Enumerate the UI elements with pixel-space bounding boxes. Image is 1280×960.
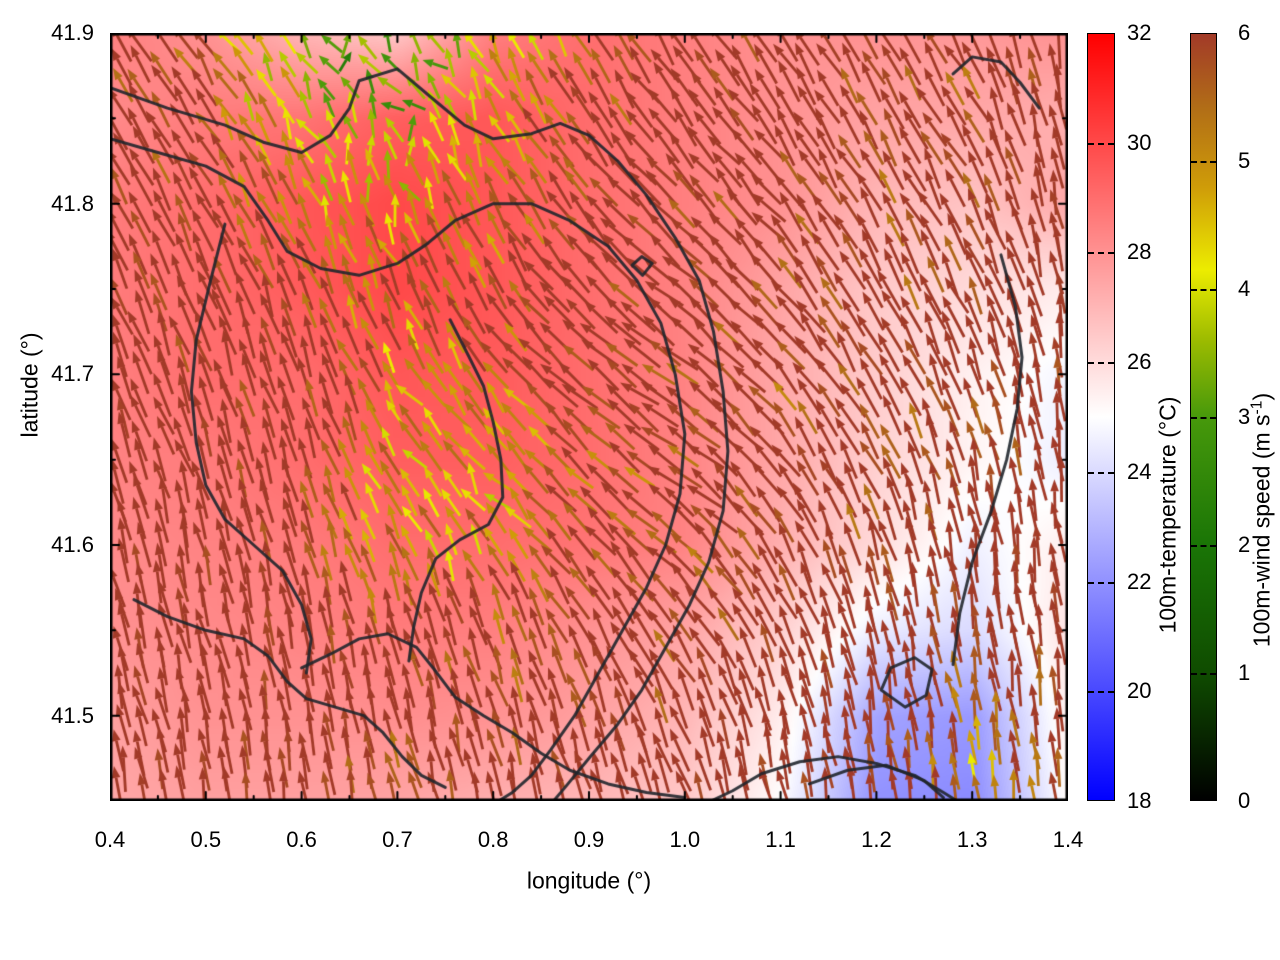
temperature-colorbar-tick-mark — [1088, 142, 1114, 145]
wind-colorbar-tick-mark — [1191, 545, 1216, 547]
y-axis-label: latitude (°) — [16, 332, 43, 438]
y-tick-label: 41.8 — [51, 190, 94, 216]
temperature-colorbar-tick-label: 28 — [1127, 239, 1152, 265]
x-axis-label: longitude (°) — [526, 867, 652, 894]
wind-colorbar-tick-label: 2 — [1238, 532, 1251, 557]
x-tick-label: 0.8 — [477, 827, 509, 852]
x-tick-label: 1.0 — [669, 827, 701, 852]
wind-colorbar-tick-mark — [1191, 673, 1216, 675]
wind-colorbar-tick-label: 3 — [1238, 404, 1251, 429]
wind-colorbar-tick-mark — [1191, 161, 1216, 163]
temperature-colorbar-tick-label: 32 — [1127, 20, 1152, 45]
wind-colorbar-label-superscript: -1 — [1248, 400, 1266, 415]
x-tick-label: 0.7 — [382, 827, 413, 852]
temperature-colorbar-tick-label: 24 — [1127, 458, 1152, 484]
temperature-colorbar-tick-mark — [1088, 581, 1114, 584]
wind-colorbar-tick-label: 6 — [1238, 20, 1251, 45]
x-tick-label: 1.1 — [765, 827, 796, 852]
plot-canvas — [110, 33, 1068, 801]
wind-colorbar-label: 100m-wind speed (m s-1) — [1249, 393, 1276, 647]
y-tick-label: 41.5 — [51, 702, 94, 728]
x-tick-label: 1.3 — [956, 827, 988, 852]
temperature-colorbar-tick-mark — [1088, 691, 1114, 694]
wind-colorbar-tick-mark — [1191, 417, 1216, 419]
x-tick-label: 0.4 — [94, 827, 126, 852]
wind-colorbar — [1190, 33, 1217, 801]
x-tick-label: 0.9 — [573, 827, 605, 852]
temperature-colorbar-tick-label: 22 — [1127, 568, 1152, 594]
temperature-colorbar-tick-label: 26 — [1127, 349, 1152, 375]
temperature-colorbar-tick-mark — [1088, 362, 1114, 365]
y-tick-label: 41.6 — [51, 532, 94, 557]
x-tick-label: 0.6 — [286, 827, 317, 852]
temperature-colorbar-tick-label: 30 — [1127, 129, 1152, 155]
x-tick-label: 0.5 — [190, 827, 222, 852]
temperature-colorbar-tick-mark — [1088, 471, 1114, 474]
wind-colorbar-tick-label: 4 — [1238, 276, 1251, 301]
temperature-colorbar-tick-mark — [1088, 252, 1114, 255]
x-tick-label: 1.2 — [861, 827, 892, 852]
temperature-colorbar-tick-label: 20 — [1127, 678, 1152, 704]
wind-colorbar-tick-label: 0 — [1238, 788, 1251, 813]
temperature-colorbar — [1087, 33, 1115, 801]
y-tick-label: 41.9 — [51, 20, 94, 45]
wind-colorbar-label-prefix: 100m-wind speed (m s — [1248, 414, 1275, 648]
temperature-colorbar-label: 100m-temperature (°C) — [1154, 396, 1181, 634]
wind-colorbar-tick-label: 1 — [1238, 660, 1251, 685]
temperature-colorbar-tick-label: 18 — [1127, 788, 1152, 813]
wind-colorbar-tick-mark — [1191, 289, 1216, 291]
x-tick-label: 1.4 — [1052, 827, 1084, 852]
wind-colorbar-tick-label: 5 — [1238, 148, 1251, 173]
y-tick-label: 41.7 — [51, 361, 94, 387]
